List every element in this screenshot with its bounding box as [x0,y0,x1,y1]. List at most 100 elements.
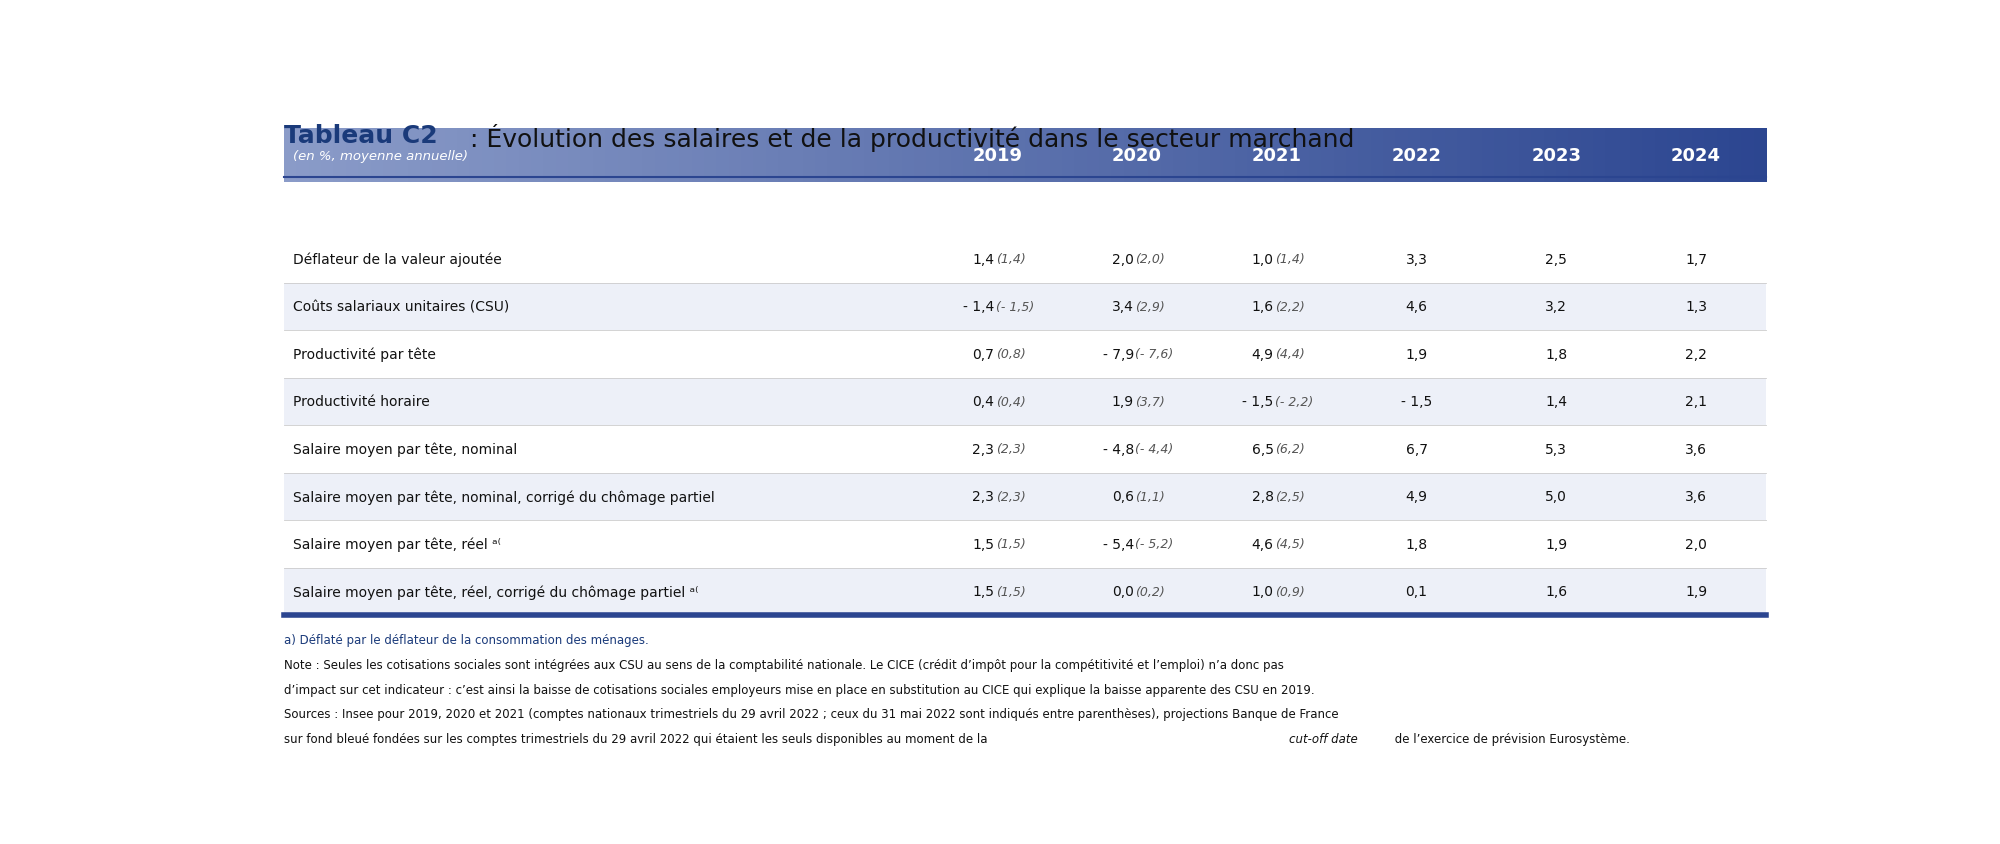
Text: (4,4): (4,4) [1276,348,1304,361]
Bar [1728,129,1742,182]
Bar [778,129,792,182]
Bar [754,129,768,182]
Text: Salaire moyen par tête, réel, corrigé du chômage partiel ᵃ⁽: Salaire moyen par tête, réel, corrigé du… [294,584,698,599]
Text: Salaire moyen par tête, nominal, corrigé du chômage partiel: Salaire moyen par tête, nominal, corrigé… [294,490,716,504]
Bar [1444,129,1458,182]
Bar [864,129,878,182]
Bar [1148,129,1162,182]
Text: (- 4,4): (- 4,4) [1136,443,1174,456]
Text: 3,3: 3,3 [1406,252,1428,267]
Text: 6,5: 6,5 [1252,442,1274,457]
Text: (1,5): (1,5) [996,538,1026,550]
Bar [346,129,360,182]
Bar [1186,129,1200,182]
Bar [642,129,656,182]
Text: 1,5: 1,5 [972,537,994,551]
Text: Sources : Insee pour 2019, 2020 et 2021 (comptes nationaux trimestriels du 29 av: Sources : Insee pour 2019, 2020 et 2021 … [284,707,1338,721]
Bar [1470,129,1484,182]
Text: (0,4): (0,4) [996,395,1026,408]
Bar [284,425,1766,473]
Bar [1000,129,1014,182]
Bar [1086,129,1100,182]
Bar [1506,129,1520,182]
Bar [408,129,422,182]
Text: (0,2): (0,2) [1136,585,1166,598]
Bar [1346,129,1360,182]
Text: 1,0: 1,0 [1252,252,1274,267]
Text: 2,0: 2,0 [1112,252,1134,267]
Bar [766,129,780,182]
Text: - 1,4: - 1,4 [962,300,994,314]
Text: 1,3: 1,3 [1686,300,1708,314]
Text: 1,4: 1,4 [972,252,994,267]
Text: - 5,4: - 5,4 [1102,537,1134,551]
Bar [1594,129,1606,182]
Bar [654,129,668,182]
Text: 2,5: 2,5 [1546,252,1568,267]
Text: 1,0: 1,0 [1252,585,1274,598]
Text: Salaire moyen par tête, nominal: Salaire moyen par tête, nominal [294,442,518,457]
Bar [1742,129,1756,182]
Bar [518,129,532,182]
Text: Déflateur de la valeur ajoutée: Déflateur de la valeur ajoutée [294,252,502,267]
Bar [1074,129,1088,182]
Text: 1,8: 1,8 [1546,348,1568,361]
Bar [1174,129,1188,182]
Text: 0,1: 0,1 [1406,585,1428,598]
Bar [1260,129,1274,182]
Bar [618,129,632,182]
Bar [964,129,978,182]
Bar [1396,129,1410,182]
Bar [1296,129,1310,182]
Text: 1,5: 1,5 [972,585,994,598]
Bar [456,129,470,182]
Bar [1050,129,1064,182]
Bar [802,129,816,182]
Text: Coûts salariaux unitaires (CSU): Coûts salariaux unitaires (CSU) [294,300,510,314]
Text: Productivité par tête: Productivité par tête [294,347,436,361]
Bar [950,129,964,182]
Text: (2,9): (2,9) [1136,300,1166,313]
Bar [1408,129,1422,182]
Bar [1358,129,1372,182]
Text: d’impact sur cet indicateur : c’est ainsi la baisse de cotisations sociales empl: d’impact sur cet indicateur : c’est ains… [284,683,1314,696]
Bar [1630,129,1644,182]
Bar [296,129,310,182]
Bar [926,129,940,182]
Text: 2,3: 2,3 [972,442,994,457]
Bar [1284,129,1298,182]
Bar [322,129,336,182]
Bar [1112,129,1126,182]
Bar [1692,129,1706,182]
Bar [284,521,1766,568]
Bar [284,473,1766,521]
Bar [976,129,990,182]
Bar [1136,129,1150,182]
Bar [914,129,928,182]
Text: 4,9: 4,9 [1252,348,1274,361]
Text: (- 5,2): (- 5,2) [1136,538,1174,550]
Bar [592,129,606,182]
Bar [284,129,298,182]
Bar [1580,129,1594,182]
Text: 4,6: 4,6 [1252,537,1274,551]
Bar [420,129,434,182]
Text: 0,6: 0,6 [1112,490,1134,504]
Bar [728,129,742,182]
Bar [1234,129,1248,182]
Text: 0,0: 0,0 [1112,585,1134,598]
Bar [876,129,890,182]
Bar [1370,129,1384,182]
Bar [1062,129,1076,182]
Bar [284,331,1766,378]
Bar [494,129,508,182]
Text: cut-off date: cut-off date [1290,733,1358,745]
Bar [1432,129,1446,182]
Bar [334,129,348,182]
Text: sur fond bleué fondées sur les comptes trimestriels du 29 avril 2022 qui étaient: sur fond bleué fondées sur les comptes t… [284,733,992,745]
Bar [1248,129,1262,182]
Text: 3,6: 3,6 [1686,442,1708,457]
Text: (- 7,6): (- 7,6) [1136,348,1174,361]
Text: 4,9: 4,9 [1406,490,1428,504]
Text: (0,8): (0,8) [996,348,1026,361]
